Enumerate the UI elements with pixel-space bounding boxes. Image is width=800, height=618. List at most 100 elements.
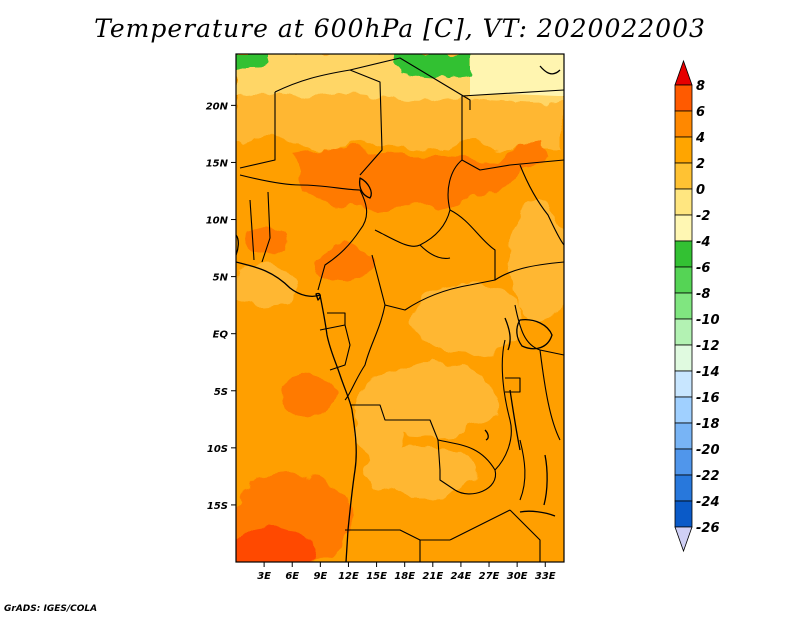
field-east-patch — [510, 200, 564, 320]
map-frame — [235, 53, 565, 563]
border-benin — [261, 191, 271, 263]
lake-victoria — [516, 319, 553, 350]
lake-albert — [504, 317, 511, 351]
lat-label: EQ — [213, 330, 229, 341]
colorbar-segment — [674, 136, 693, 164]
border-tanzania — [539, 349, 561, 441]
colorbar-segment — [674, 500, 693, 528]
colorbar-label: -22 — [696, 469, 720, 484]
border-sudan-ethiopia — [519, 164, 564, 246]
colorbar-segment — [674, 188, 693, 216]
lon-label: 18E — [394, 571, 415, 582]
field-ne-corner — [470, 54, 564, 96]
colorbar-segment — [674, 422, 693, 450]
lon-label: 30E — [507, 571, 528, 582]
colorbar-label: -14 — [696, 365, 720, 380]
field-gulf-patch — [236, 265, 295, 305]
zambezi-lake — [519, 510, 556, 517]
colorbar-segment — [674, 162, 693, 190]
lon-label: 3E — [257, 571, 271, 582]
colorbar-label: 2 — [696, 157, 705, 172]
lon-label: 9E — [313, 571, 327, 582]
lon-label: 24E — [451, 571, 472, 582]
colorbar-label: 6 — [696, 105, 705, 120]
lake-mweru — [484, 429, 489, 441]
border-angola-namibia — [345, 529, 450, 541]
temperature-field — [236, 54, 564, 562]
colorbar-label: 8 — [696, 79, 705, 94]
colorbar-segment — [674, 84, 693, 112]
colorbar-label: -8 — [696, 287, 710, 302]
colorbar-label: -16 — [696, 391, 720, 406]
lon-label: 15E — [366, 571, 387, 582]
border-car-south — [371, 254, 496, 311]
field-sw-hot — [236, 528, 315, 562]
colorbar-bottom-arrow — [674, 526, 693, 553]
colorbar-label: 4 — [695, 131, 705, 146]
grads-credit: GrADS: IGES/COLA — [4, 604, 98, 614]
colorbar-label: -20 — [696, 443, 720, 458]
lon-label: 27E — [479, 571, 500, 582]
lat-label: 10N — [206, 216, 229, 227]
lat-label: 15S — [207, 501, 228, 512]
border-mali-niger — [239, 92, 276, 169]
colorbar-label: -12 — [696, 339, 720, 354]
lat-label: 10S — [207, 444, 228, 455]
colorbar-label: -18 — [696, 417, 720, 432]
field-sahel-band — [290, 140, 545, 211]
lake-malawi — [543, 454, 548, 506]
lon-label: 33E — [535, 571, 556, 582]
border-niger-nigeria — [239, 174, 361, 191]
colorbar-segment — [674, 292, 693, 320]
colorbar-segment — [674, 396, 693, 424]
coastlines — [236, 65, 561, 562]
field-green-strip — [395, 54, 470, 77]
colorbar-segment — [674, 110, 693, 138]
map-title: Temperature at 600hPa [C], VT: 202002200… — [94, 14, 706, 43]
border-chad-sudan — [419, 108, 463, 246]
field-central-patch — [415, 285, 525, 355]
field-west-warm — [250, 226, 290, 254]
border-togo — [249, 199, 255, 261]
lake-chad — [358, 177, 372, 199]
border-drc-east — [494, 339, 512, 471]
lon-label: 6E — [285, 571, 299, 582]
lon-label: 12E — [338, 571, 359, 582]
border-chad-car — [374, 229, 451, 259]
colorbar-segment — [674, 474, 693, 502]
colorbar-segment — [674, 240, 693, 268]
colorbar-segment — [674, 318, 693, 346]
border-drc-angola — [350, 404, 441, 471]
border-nile-line — [461, 159, 564, 171]
colorbar-segment — [674, 214, 693, 242]
colorbar-label: -26 — [696, 521, 720, 536]
border-zambia — [437, 439, 496, 495]
border-zimbabwe-moz — [509, 509, 541, 562]
border-nigeria-cameroon — [317, 189, 368, 291]
field-southcentral-patch — [360, 445, 480, 495]
lat-label: 5S — [214, 387, 228, 398]
coast-gulf-of-guinea — [236, 261, 357, 562]
colorbar-label: -4 — [696, 235, 710, 250]
colorbar-label: -2 — [696, 209, 710, 224]
border-gabon — [319, 324, 351, 371]
border-zambia-zimbabwe — [449, 509, 511, 541]
colorbar-segment — [674, 448, 693, 476]
border-eq-guinea — [327, 312, 346, 325]
border-congo-drc — [344, 304, 386, 401]
border-rwanda — [505, 377, 521, 393]
field-cameroon-warm — [315, 247, 375, 283]
colorbar-segment — [674, 370, 693, 398]
border-south-sudan — [449, 209, 564, 281]
border-angola-east — [439, 470, 456, 491]
bioko-island — [315, 292, 321, 301]
border-libya-niger — [274, 69, 383, 176]
colorbar-top-arrow — [674, 59, 693, 86]
country-borders — [239, 57, 564, 562]
colorbar-label: -6 — [696, 261, 710, 276]
colorbar-segment — [674, 344, 693, 372]
border-libya-chad — [349, 57, 471, 110]
field-angola-patch — [355, 400, 405, 460]
border-malawi — [519, 439, 526, 501]
